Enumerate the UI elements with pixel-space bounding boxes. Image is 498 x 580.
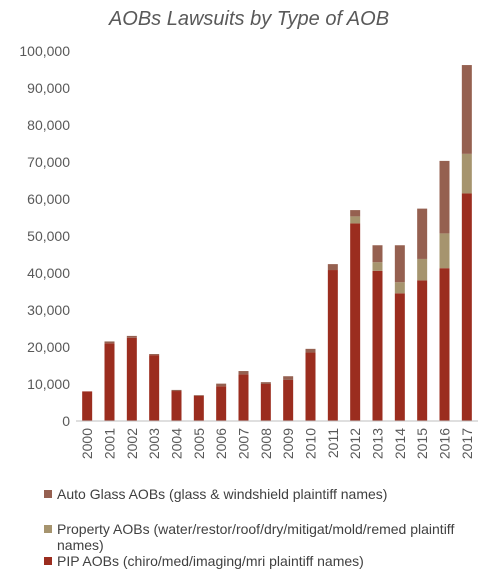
x-tick-label: 2004 xyxy=(169,428,185,459)
x-tick-label: 2017 xyxy=(459,428,475,459)
legend-label-pip: PIP AOBs (chiro/med/imaging/mri plaintif… xyxy=(57,553,364,569)
x-tick-label: 2013 xyxy=(370,428,386,459)
x-tick-label: 2015 xyxy=(414,428,430,459)
x-tick-label: 2002 xyxy=(124,428,140,459)
bar-segment-pip xyxy=(126,337,137,421)
y-tick-label: 60,000 xyxy=(27,191,70,207)
bar-segment-auto-glass xyxy=(238,371,249,375)
bar-segment-auto-glass xyxy=(394,245,405,283)
x-tick-label: 2010 xyxy=(303,428,319,459)
bar-segment-auto-glass xyxy=(260,382,271,384)
bar-segment-pip xyxy=(260,384,271,421)
bar-segment-auto-glass xyxy=(104,341,115,344)
x-tick-label: 2011 xyxy=(325,428,341,458)
legend-item-property: Property AOBs (water/restor/roof/dry/mit… xyxy=(44,521,484,553)
bar-segment-pip xyxy=(149,355,160,421)
stacked-bar-chart: 0 10,000 20,000 30,000 40,000 50,000 60,000 70,… xyxy=(19,43,478,459)
y-tick-label: 100,000 xyxy=(19,43,70,59)
bar-segment-auto-glass xyxy=(327,264,338,271)
bar-segment-auto-glass xyxy=(126,335,137,338)
y-tick-label: 70,000 xyxy=(27,154,70,170)
legend-item-auto-glass: Auto Glass AOBs (glass & windshield plai… xyxy=(44,486,387,502)
bar-segment-pip xyxy=(82,391,93,421)
legend-label-property: Property AOBs (water/restor/roof/dry/mit… xyxy=(57,521,455,553)
legend-item-pip: PIP AOBs (chiro/med/imaging/mri plaintif… xyxy=(44,553,364,569)
x-tick-label: 2014 xyxy=(392,428,408,459)
y-tick-label: 80,000 xyxy=(27,117,70,133)
x-tick-label: 2007 xyxy=(236,428,252,459)
bar-segment-pip xyxy=(104,343,115,421)
y-tick-label: 30,000 xyxy=(27,302,70,318)
bar-segment-auto-glass xyxy=(350,210,361,217)
bar-segment-pip xyxy=(327,270,338,421)
bar-segment-property xyxy=(394,282,405,294)
bar-segment-auto-glass xyxy=(216,383,227,387)
bar-segment-auto-glass xyxy=(193,395,204,396)
x-tick-label: 2003 xyxy=(146,428,162,459)
bar-segment-pip xyxy=(439,268,450,421)
x-tick-label: 2016 xyxy=(437,428,453,459)
y-tick-label: 10,000 xyxy=(27,376,70,392)
x-tick-label: 2000 xyxy=(79,428,95,459)
bar-segment-pip xyxy=(394,293,405,421)
bar-segment-pip xyxy=(417,280,428,421)
bar-segment-auto-glass xyxy=(439,160,450,234)
x-tick-label: 2008 xyxy=(258,428,274,459)
bar-segment-property xyxy=(350,216,361,224)
bar-segment-pip xyxy=(305,352,316,421)
legend-label-auto-glass: Auto Glass AOBs (glass & windshield plai… xyxy=(57,486,388,502)
bar-segment-auto-glass xyxy=(171,389,182,392)
bar-segment-auto-glass xyxy=(417,208,428,259)
chart-title: AOBs Lawsuits by Type of AOB xyxy=(108,8,390,30)
bar-segment-auto-glass xyxy=(372,245,383,263)
y-tick-label: 20,000 xyxy=(27,339,70,355)
bar-segment-pip xyxy=(461,193,472,421)
legend-swatch-auto-glass xyxy=(44,490,52,498)
bar-segment-auto-glass xyxy=(149,354,160,356)
bar-segment-property xyxy=(439,233,450,269)
bar-segment-pip xyxy=(283,379,294,421)
y-tick-label: 50,000 xyxy=(27,228,70,244)
bar-segment-auto-glass xyxy=(283,376,294,380)
bar-segment-property xyxy=(372,262,383,271)
bar-segment-pip xyxy=(350,223,361,421)
x-tick-label: 2012 xyxy=(347,428,363,459)
bar-segment-pip xyxy=(193,395,204,421)
bar-segment-auto-glass xyxy=(305,348,316,353)
x-tick-label: 2009 xyxy=(280,428,296,459)
bar-segment-property xyxy=(461,153,472,194)
legend-swatch-pip xyxy=(44,557,52,565)
bar-segment-pip xyxy=(238,374,249,421)
x-tick-label: 2001 xyxy=(102,428,118,459)
bar-segment-pip xyxy=(171,391,182,421)
y-tick-label: 40,000 xyxy=(27,265,70,281)
bar-segment-pip xyxy=(372,270,383,421)
bar-segment-auto-glass xyxy=(461,65,472,154)
legend-swatch-property xyxy=(44,525,52,533)
bar-segment-pip xyxy=(216,386,227,421)
x-tick-label: 2005 xyxy=(191,428,207,459)
bar-segment-property xyxy=(417,258,428,281)
y-tick-label: 0 xyxy=(62,413,70,429)
y-tick-label: 90,000 xyxy=(27,80,70,96)
x-tick-label: 2006 xyxy=(213,428,229,459)
